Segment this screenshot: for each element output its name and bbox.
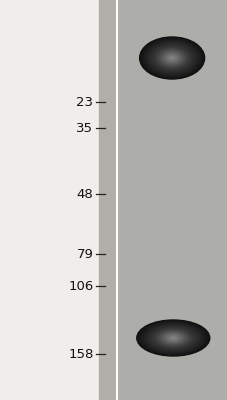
Ellipse shape — [147, 42, 196, 74]
Ellipse shape — [139, 322, 206, 354]
Ellipse shape — [140, 38, 202, 78]
Ellipse shape — [151, 327, 194, 349]
Text: 106: 106 — [68, 280, 93, 292]
Text: 158: 158 — [68, 348, 93, 360]
Ellipse shape — [164, 334, 181, 342]
Ellipse shape — [139, 37, 204, 79]
Ellipse shape — [166, 55, 177, 61]
Ellipse shape — [162, 333, 183, 343]
Ellipse shape — [138, 321, 207, 355]
Ellipse shape — [164, 53, 179, 63]
Ellipse shape — [168, 56, 175, 60]
Ellipse shape — [167, 335, 178, 341]
Ellipse shape — [149, 44, 193, 72]
Ellipse shape — [156, 48, 187, 68]
Ellipse shape — [151, 44, 192, 72]
Ellipse shape — [143, 40, 200, 76]
Ellipse shape — [149, 326, 196, 350]
Ellipse shape — [157, 49, 186, 67]
Text: 48: 48 — [76, 188, 93, 200]
Ellipse shape — [171, 337, 174, 339]
Ellipse shape — [148, 326, 197, 350]
Ellipse shape — [161, 332, 184, 344]
Ellipse shape — [155, 47, 188, 69]
Text: 35: 35 — [76, 122, 93, 134]
Ellipse shape — [153, 46, 190, 70]
Ellipse shape — [152, 328, 193, 348]
Ellipse shape — [148, 43, 195, 73]
Ellipse shape — [168, 336, 177, 340]
Ellipse shape — [155, 329, 190, 347]
Ellipse shape — [154, 329, 191, 347]
Bar — [119, 0, 227, 400]
Ellipse shape — [170, 57, 173, 59]
Ellipse shape — [160, 50, 183, 66]
Ellipse shape — [162, 52, 180, 64]
Text: 79: 79 — [76, 248, 93, 260]
Ellipse shape — [157, 330, 188, 346]
Ellipse shape — [169, 56, 174, 60]
Ellipse shape — [141, 322, 205, 354]
Ellipse shape — [165, 334, 180, 342]
Ellipse shape — [146, 41, 197, 75]
Ellipse shape — [158, 50, 184, 66]
Bar — [99, 0, 118, 400]
Text: 23: 23 — [76, 96, 93, 108]
Ellipse shape — [143, 324, 202, 352]
Ellipse shape — [145, 324, 200, 352]
Ellipse shape — [152, 45, 191, 70]
Ellipse shape — [170, 336, 175, 340]
Ellipse shape — [165, 54, 178, 62]
Ellipse shape — [158, 331, 187, 345]
Ellipse shape — [142, 323, 203, 353]
Ellipse shape — [142, 39, 201, 77]
Ellipse shape — [146, 325, 199, 351]
Ellipse shape — [159, 332, 186, 344]
Ellipse shape — [136, 320, 209, 356]
Ellipse shape — [144, 40, 199, 76]
Ellipse shape — [161, 51, 182, 65]
